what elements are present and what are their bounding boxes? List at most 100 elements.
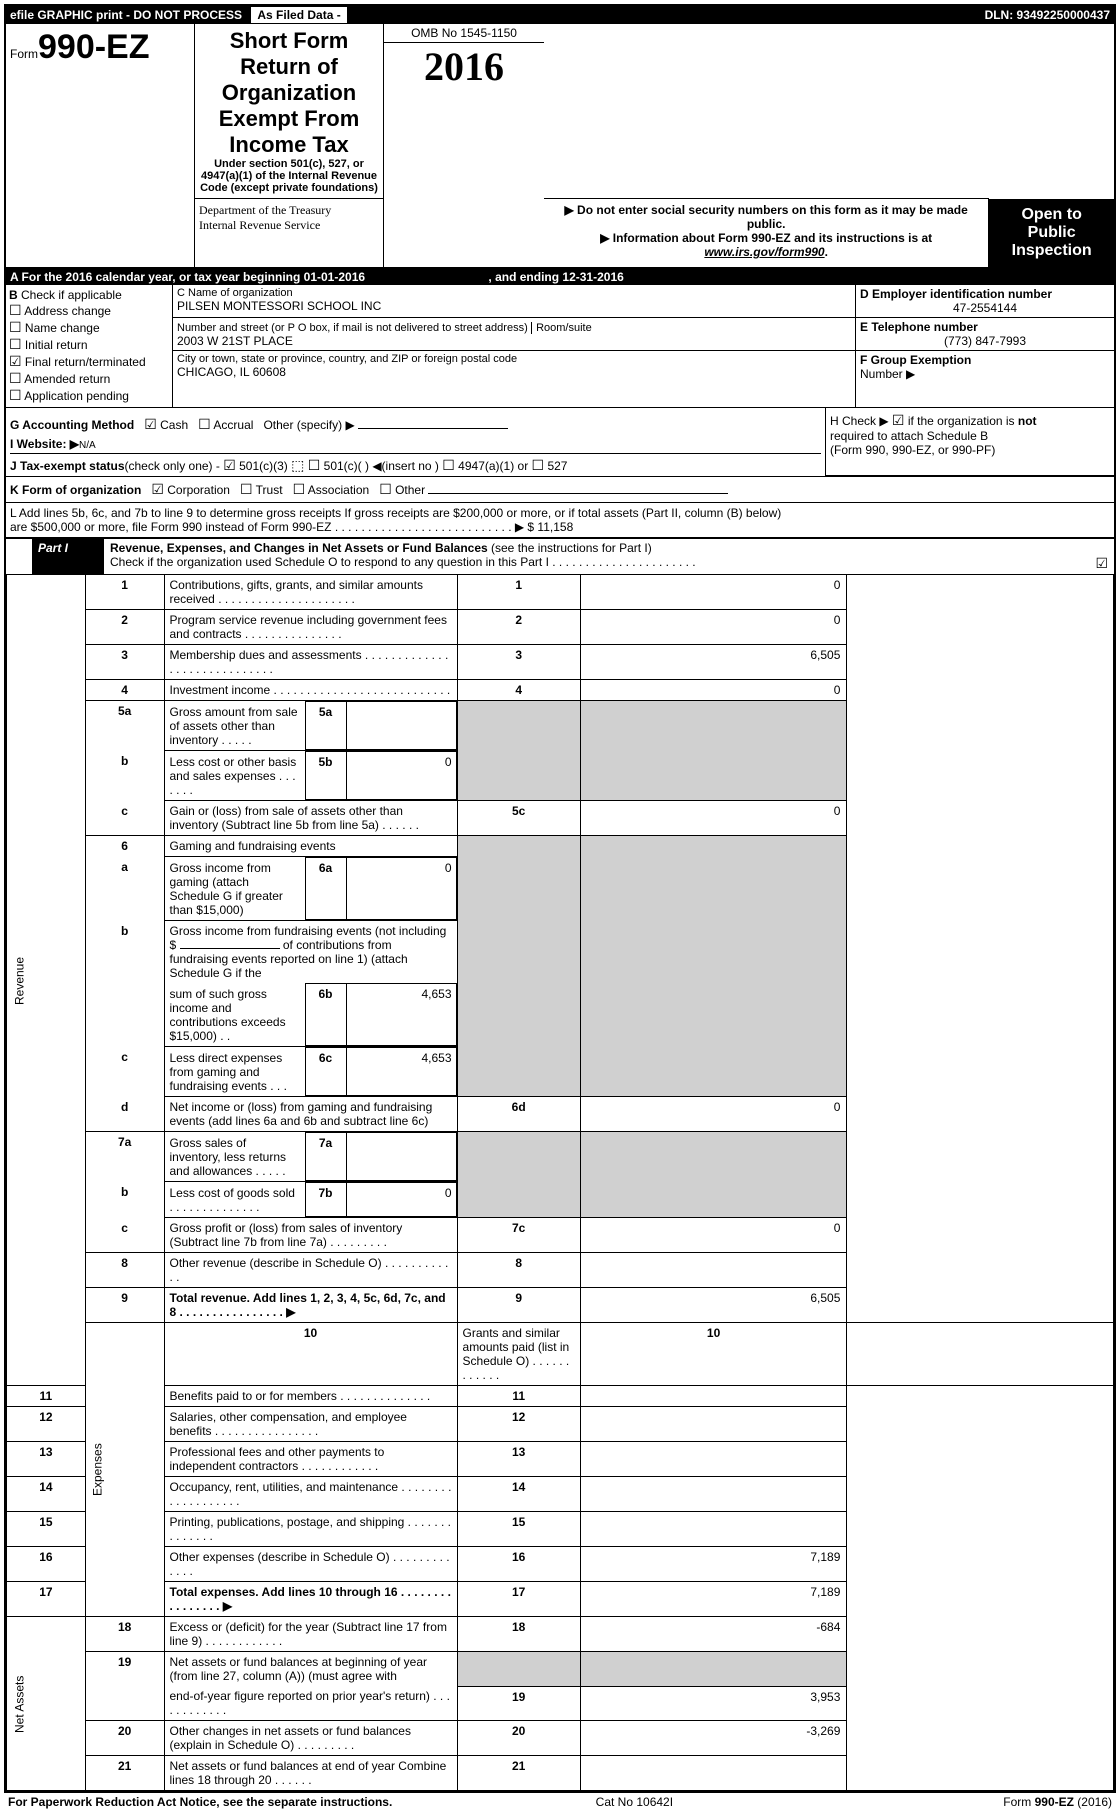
part1-header: Part I Revenue, Expenses, and Changes in… [6,537,1114,574]
line-6b-inum: 6b [305,984,346,1046]
sec-a-label: A For the 2016 calendar year, or tax yea… [10,270,365,284]
schedule-o-checkbox[interactable]: ☑ [1095,555,1108,572]
501c3-checkbox[interactable]: ☑ [223,457,236,473]
line-6b-desc4: sum of such gross income and contributio… [165,984,306,1046]
j-paren: (check only one) - [125,459,220,473]
line-14-desc: Occupancy, rent, utilities, and maintena… [164,1477,457,1512]
527-checkbox[interactable]: ☐ [532,457,545,473]
corp-label: Corporation [167,483,230,497]
info-link[interactable]: www.irs.gov/form990 [704,245,824,259]
line-18-desc: Excess or (deficit) for the year (Subtra… [164,1617,457,1652]
line-5a-num: 5a [85,701,164,751]
name-change-label: Name change [25,321,100,335]
trust-checkbox[interactable]: ☐ [240,481,253,497]
address-change-label: Address change [24,304,111,318]
short-form-title: Short Form [199,28,379,54]
assoc-label: Association [308,483,369,497]
line-17-desc: Total expenses. Add lines 10 through 16 … [170,1585,451,1613]
line-5c-val: 0 [580,801,847,836]
l-line1: L Add lines 5b, 6c, and 7b to line 9 to … [10,506,1110,520]
netassets-sidelabel: Net Assets [7,1617,86,1791]
line-5a-ival [346,702,456,750]
application-pending-checkbox[interactable]: ☐ [9,387,22,403]
line-20-rnum: 20 [457,1721,580,1756]
line-6c-desc: Less direct expenses from gaming and fun… [165,1048,306,1096]
b-check-label: Check if applicable [21,288,122,302]
line-14-rnum: 14 [457,1477,580,1512]
line-16-val: 7,189 [580,1547,847,1582]
line-10-val [847,1323,1114,1386]
assoc-checkbox[interactable]: ☐ [293,481,306,497]
501c-checkbox[interactable]: ☐ [308,457,321,473]
line-6c-ival: 4,653 [346,1048,456,1096]
d-label: D Employer identification number [860,287,1110,301]
line-13-desc: Professional fees and other payments to … [164,1442,457,1477]
city-value: CHICAGO, IL 60608 [177,365,851,379]
line-3-val: 6,505 [580,645,847,680]
line-5c-rnum: 5c [457,801,580,836]
line-1-desc: Contributions, gifts, grants, and simila… [164,575,457,610]
line-12-num: 12 [7,1407,86,1442]
line-14-val [580,1477,847,1512]
amended-return-checkbox[interactable]: ☐ [9,370,22,386]
4947-checkbox[interactable]: ☐ [442,457,455,473]
footer-left: For Paperwork Reduction Act Notice, see … [8,1795,392,1809]
final-return-checkbox[interactable]: ☑ [9,353,22,369]
other-org-checkbox[interactable]: ☐ [379,481,392,497]
name-change-checkbox[interactable]: ☐ [9,319,22,335]
line-4-desc: Investment income . . . . . . . . . . . … [164,680,457,701]
line-9-num: 9 [85,1288,164,1323]
line-2-val: 0 [580,610,847,645]
footer: For Paperwork Reduction Act Notice, see … [4,1793,1116,1811]
line-19-val: 3,953 [580,1686,847,1721]
line-18-rnum: 18 [457,1617,580,1652]
line-1-val: 0 [580,575,847,610]
b-letter: B [9,288,18,302]
dln-label: DLN: 93492250000437 [560,6,1114,24]
line-3-desc: Membership dues and assessments . . . . … [164,645,457,680]
info-note-prefix: ▶ Information about Form 990-EZ and its … [600,231,932,245]
line-7b-inum: 7b [305,1183,346,1217]
form-word: Form [10,47,38,61]
line-7b-num: b [85,1182,164,1218]
privacy-note: ▶ Do not enter social security numbers o… [548,203,984,231]
line-3-rnum: 3 [457,645,580,680]
cash-checkbox[interactable]: ☑ [144,416,157,432]
line-8-num: 8 [85,1253,164,1288]
4947-label: 4947(a)(1) or [458,459,528,473]
line-9-desc: Total revenue. Add lines 1, 2, 3, 4, 5c,… [170,1291,446,1319]
address-change-checkbox[interactable]: ☐ [9,302,22,318]
trust-label: Trust [256,483,283,497]
open-label: Open to Public [1021,206,1081,241]
line-20-val: -3,269 [580,1721,847,1756]
part1-label: Part I [32,538,104,574]
line-17-rnum: 17 [457,1582,580,1617]
line-7b-desc: Less cost of goods sold . . . . . . . . … [165,1183,306,1217]
line-5a-inum: 5a [305,702,346,750]
line-7a-ival [346,1133,456,1181]
section-k: K Form of organization ☑ Corporation ☐ T… [6,476,1114,502]
initial-return-checkbox[interactable]: ☐ [9,336,22,352]
dept-label: Department of the Treasury [199,203,379,218]
line-16-desc: Other expenses (describe in Schedule O) … [164,1547,457,1582]
part1-check: Check if the organization used Schedule … [110,555,696,569]
line-5c-desc: Gain or (loss) from sale of assets other… [164,801,457,836]
line-1-num: 1 [85,575,164,610]
amended-return-label: Amended return [24,372,110,386]
line-4-num: 4 [85,680,164,701]
line-6a-num: a [85,857,164,921]
tax-year: 2016 [384,43,544,90]
c-label: C Name of organization [177,287,851,299]
line-19-desc1: Net assets or fund balances at beginning… [164,1652,457,1687]
corp-checkbox[interactable]: ☑ [151,481,164,497]
h-checkbox[interactable]: ☑ [892,412,905,428]
open-to-public: Open to Public Inspection [989,199,1114,267]
line-2-rnum: 2 [457,610,580,645]
city-label: City or town, state or province, country… [177,353,851,365]
line-21-rnum: 21 [457,1756,580,1791]
line-6a-desc: Gross income from gaming (attach Schedul… [165,858,306,920]
line-5b-inum: 5b [305,752,346,800]
line-8-desc: Other revenue (describe in Schedule O) .… [164,1253,457,1288]
accrual-checkbox[interactable]: ☐ [198,416,211,432]
line-5a-desc: Gross amount from sale of assets other t… [165,702,306,750]
